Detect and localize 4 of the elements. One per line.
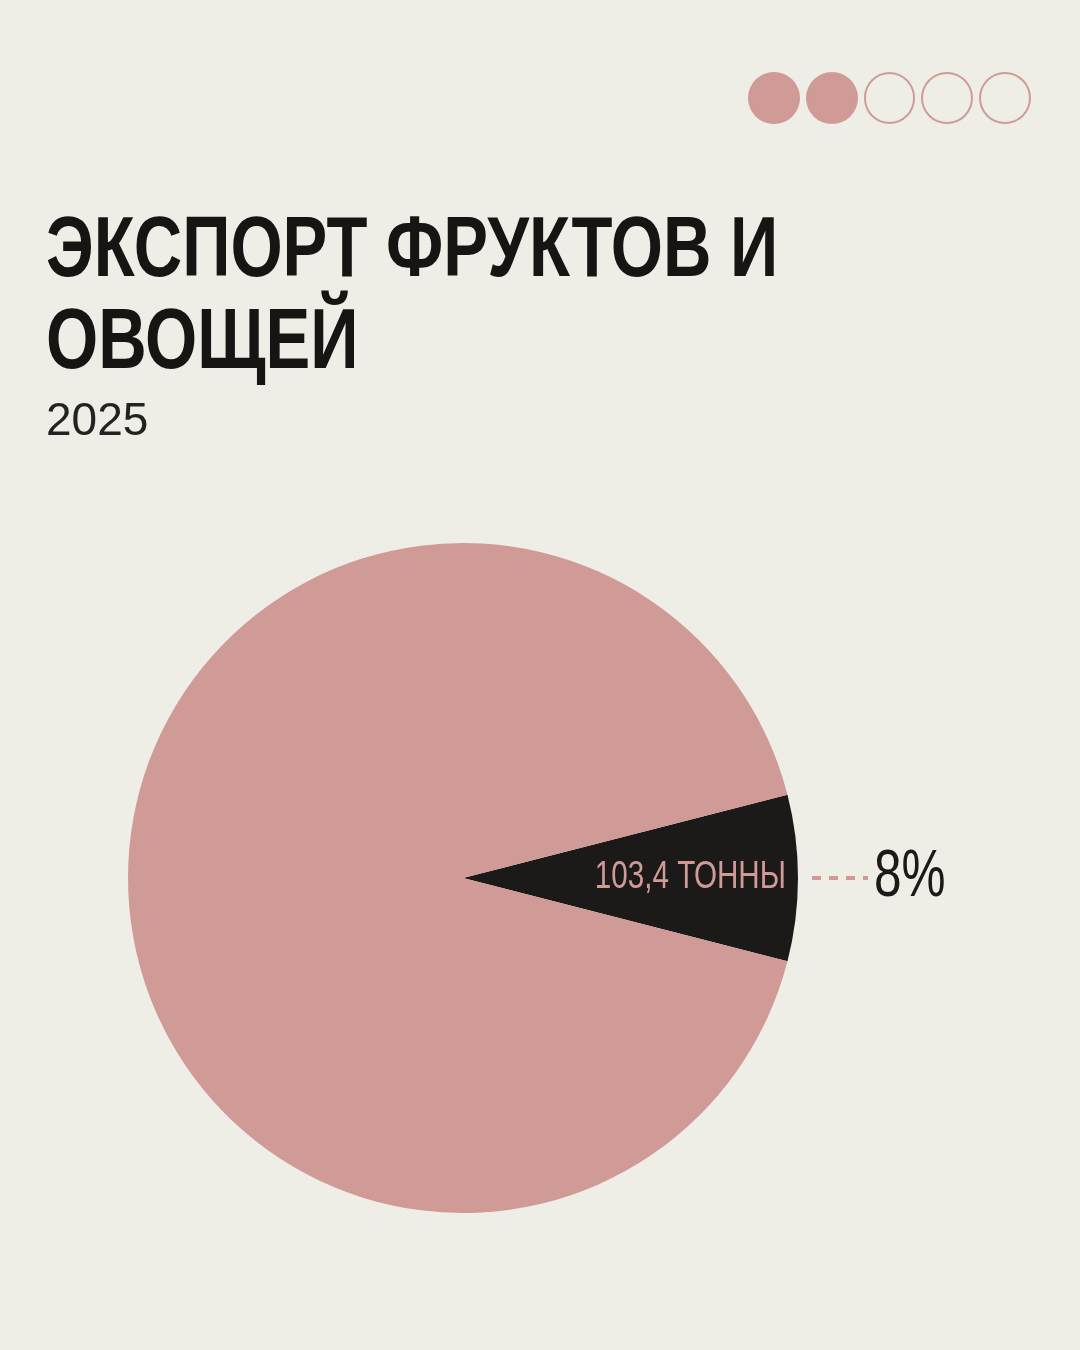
slice-label: 103,4 ТОННЫ xyxy=(594,853,786,897)
chart-subtitle: 2025 xyxy=(46,392,149,446)
chart-title: ЭКСПОРТ ФРУКТОВ И ОВОЩЕЙ xyxy=(46,198,780,386)
data-label: 8% xyxy=(874,836,946,910)
